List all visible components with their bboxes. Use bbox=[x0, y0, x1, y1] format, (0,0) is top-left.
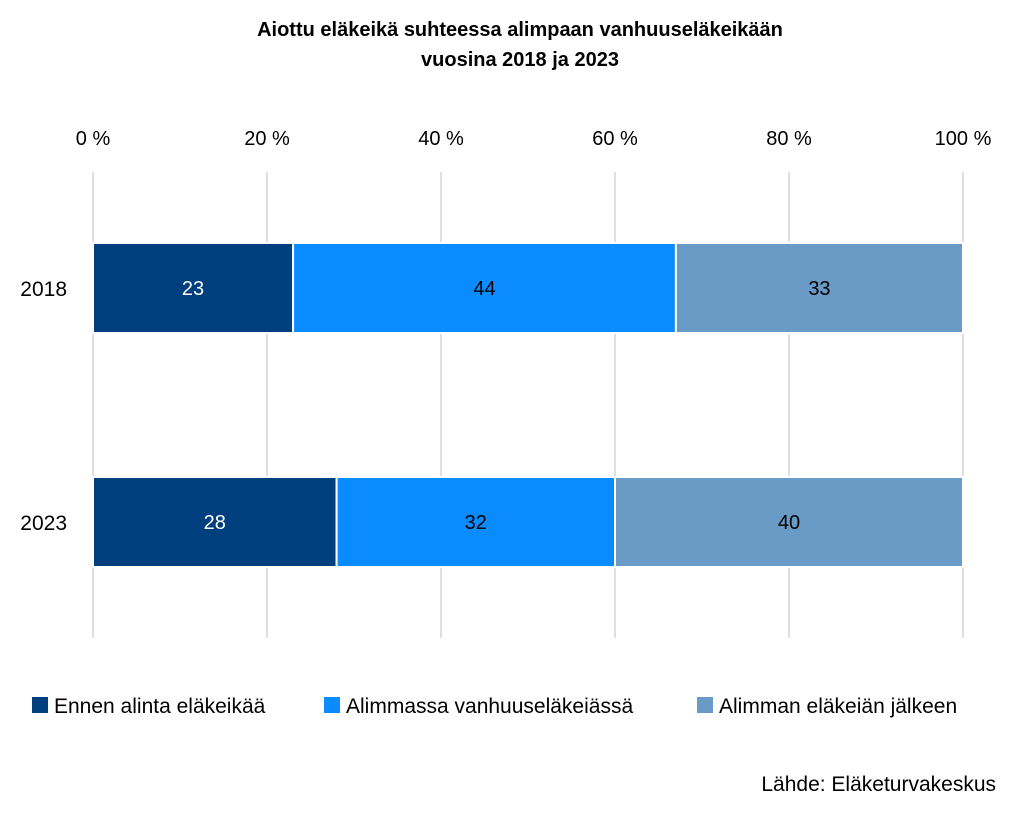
x-axis-ticks: 0 % 20 % 40 % 60 % 80 % 100 % bbox=[76, 128, 992, 150]
x-tick-label: 20 % bbox=[244, 128, 290, 150]
data-label: 28 bbox=[204, 512, 226, 534]
source-note: Lähde: Eläketurvakeskus bbox=[761, 773, 996, 796]
gridlines bbox=[92, 172, 964, 638]
bar-segment bbox=[92, 242, 295, 334]
category-label: 2018 bbox=[20, 278, 67, 301]
data-label: 23 bbox=[182, 278, 204, 300]
x-tick-label: 0 % bbox=[76, 128, 111, 150]
data-label: 32 bbox=[465, 512, 487, 534]
x-tick-label: 40 % bbox=[418, 128, 464, 150]
data-label: 44 bbox=[473, 278, 495, 300]
x-tick-label: 80 % bbox=[766, 128, 812, 150]
legend-label: Alimmassa vanhuuseläkeiässä bbox=[346, 695, 633, 718]
x-tick-label: 100 % bbox=[935, 128, 992, 150]
bars: 23 44 33 28 32 40 bbox=[92, 242, 965, 568]
legend-swatch bbox=[324, 697, 340, 713]
legend-swatch bbox=[697, 697, 713, 713]
x-tick-label: 60 % bbox=[592, 128, 638, 150]
bar-segment bbox=[614, 476, 964, 568]
legend-label: Alimman eläkeiän jälkeen bbox=[719, 695, 957, 718]
data-label: 33 bbox=[808, 278, 830, 300]
bar-segment bbox=[335, 476, 616, 568]
data-label: 40 bbox=[778, 512, 800, 534]
legend-swatch bbox=[32, 697, 48, 713]
chart-title: Aiottu eläkeikä suhteessa alimpaan vanhu… bbox=[257, 19, 783, 41]
bar-segment bbox=[674, 242, 965, 334]
category-label: 2023 bbox=[20, 512, 67, 535]
bar-segment bbox=[92, 476, 338, 568]
category-labels: 2018 2023 bbox=[20, 278, 67, 535]
chart-subtitle: vuosina 2018 ja 2023 bbox=[421, 49, 619, 71]
legend: Ennen alinta eläkeikää Alimmassa vanhuuse… bbox=[32, 695, 957, 718]
legend-label: Ennen alinta eläkeikää bbox=[54, 695, 266, 718]
